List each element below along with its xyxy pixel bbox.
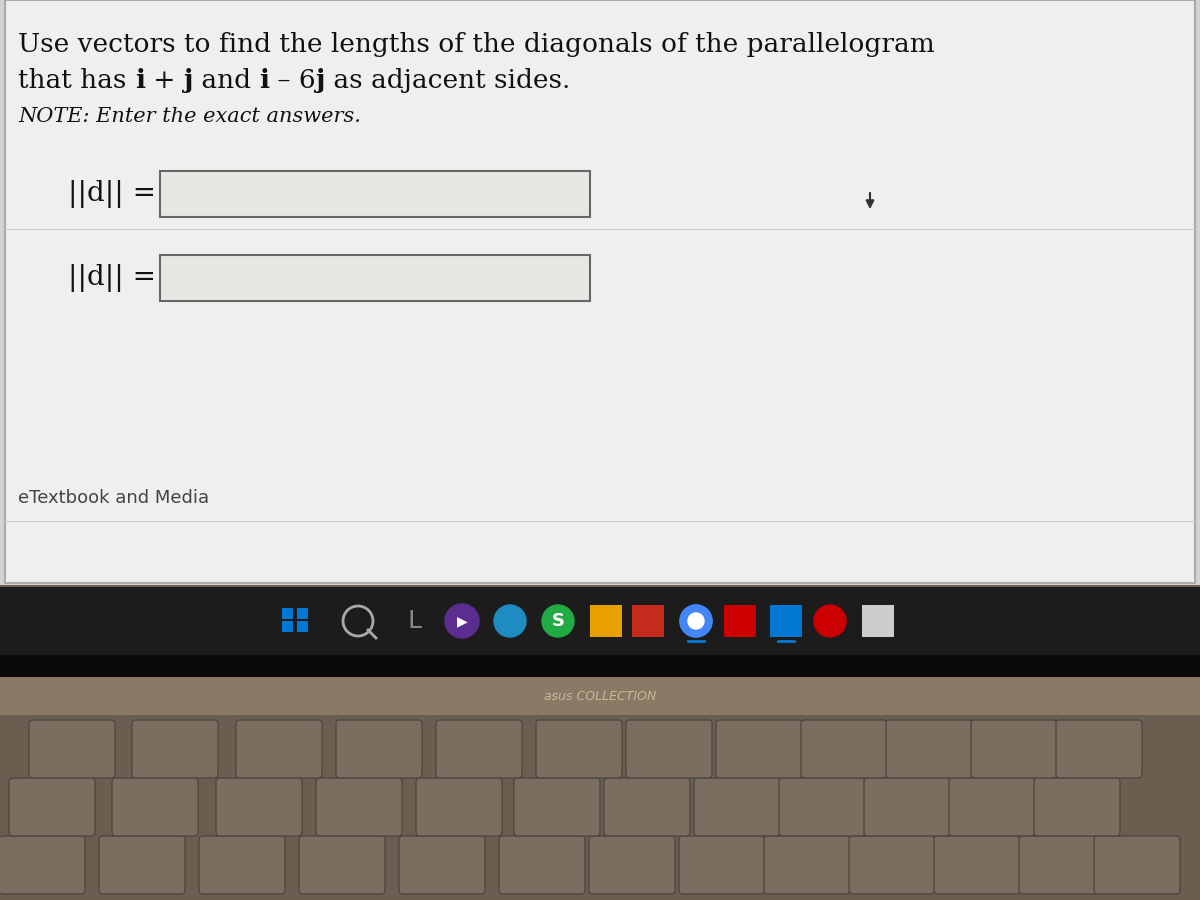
FancyBboxPatch shape bbox=[1056, 720, 1142, 778]
Circle shape bbox=[445, 604, 479, 638]
Circle shape bbox=[688, 613, 704, 629]
Bar bbox=[0, 0, 1200, 585]
Text: Use vectors to find the lengths of the diagonals of the parallelogram: Use vectors to find the lengths of the d… bbox=[18, 32, 935, 57]
Text: j: j bbox=[316, 68, 325, 93]
FancyBboxPatch shape bbox=[589, 836, 674, 894]
FancyBboxPatch shape bbox=[236, 720, 322, 778]
FancyBboxPatch shape bbox=[199, 836, 286, 894]
Text: NOTE: Enter the exact answers.: NOTE: Enter the exact answers. bbox=[18, 107, 361, 126]
Circle shape bbox=[814, 605, 846, 637]
Bar bbox=[282, 621, 293, 632]
Circle shape bbox=[680, 605, 712, 637]
Bar bbox=[0, 715, 1200, 900]
Text: i: i bbox=[134, 68, 145, 93]
FancyBboxPatch shape bbox=[299, 836, 385, 894]
FancyBboxPatch shape bbox=[626, 720, 712, 778]
Circle shape bbox=[494, 605, 526, 637]
FancyBboxPatch shape bbox=[29, 720, 115, 778]
Bar bbox=[160, 171, 590, 217]
Text: asus COLLECTION: asus COLLECTION bbox=[544, 689, 656, 703]
Text: ||d|| =: ||d|| = bbox=[68, 264, 156, 292]
Bar bbox=[590, 605, 622, 637]
Bar bbox=[298, 608, 308, 619]
FancyBboxPatch shape bbox=[10, 778, 95, 836]
FancyBboxPatch shape bbox=[132, 720, 218, 778]
FancyBboxPatch shape bbox=[694, 778, 780, 836]
Text: j: j bbox=[184, 68, 193, 93]
FancyBboxPatch shape bbox=[1094, 836, 1180, 894]
FancyBboxPatch shape bbox=[98, 836, 185, 894]
Text: ||d|| =: ||d|| = bbox=[68, 180, 156, 208]
FancyBboxPatch shape bbox=[316, 778, 402, 836]
Bar bbox=[298, 621, 308, 632]
Text: – 6: – 6 bbox=[269, 68, 316, 93]
FancyBboxPatch shape bbox=[416, 778, 502, 836]
FancyBboxPatch shape bbox=[398, 836, 485, 894]
Text: that has: that has bbox=[18, 68, 134, 93]
FancyBboxPatch shape bbox=[604, 778, 690, 836]
Circle shape bbox=[680, 605, 712, 637]
FancyBboxPatch shape bbox=[802, 720, 887, 778]
Text: as adjacent sides.: as adjacent sides. bbox=[325, 68, 571, 93]
FancyBboxPatch shape bbox=[764, 836, 850, 894]
FancyBboxPatch shape bbox=[536, 720, 622, 778]
Bar bbox=[5, 229, 1195, 230]
FancyBboxPatch shape bbox=[514, 778, 600, 836]
Bar bbox=[0, 677, 1200, 715]
FancyBboxPatch shape bbox=[436, 720, 522, 778]
FancyBboxPatch shape bbox=[934, 836, 1020, 894]
Text: L: L bbox=[408, 609, 422, 633]
Bar bbox=[724, 605, 756, 637]
Bar bbox=[282, 608, 293, 619]
FancyBboxPatch shape bbox=[216, 778, 302, 836]
FancyBboxPatch shape bbox=[886, 720, 972, 778]
Bar bbox=[632, 605, 664, 637]
FancyBboxPatch shape bbox=[716, 720, 802, 778]
Text: +: + bbox=[145, 68, 184, 93]
FancyBboxPatch shape bbox=[1034, 778, 1120, 836]
FancyBboxPatch shape bbox=[971, 720, 1057, 778]
Bar bbox=[770, 605, 802, 637]
Bar bbox=[5, 521, 1195, 522]
FancyBboxPatch shape bbox=[779, 778, 865, 836]
Bar bbox=[160, 255, 590, 301]
FancyBboxPatch shape bbox=[336, 720, 422, 778]
FancyBboxPatch shape bbox=[949, 778, 1034, 836]
FancyBboxPatch shape bbox=[679, 836, 766, 894]
FancyBboxPatch shape bbox=[0, 836, 85, 894]
Text: eTextbook and Media: eTextbook and Media bbox=[18, 489, 209, 507]
Bar bbox=[862, 605, 894, 637]
Text: ▶: ▶ bbox=[457, 614, 467, 628]
FancyBboxPatch shape bbox=[864, 778, 950, 836]
FancyBboxPatch shape bbox=[850, 836, 935, 894]
FancyBboxPatch shape bbox=[1019, 836, 1105, 894]
FancyBboxPatch shape bbox=[112, 778, 198, 836]
Text: S: S bbox=[552, 612, 564, 630]
Text: and: and bbox=[193, 68, 259, 93]
Bar bbox=[0, 587, 1200, 655]
Text: i: i bbox=[259, 68, 269, 93]
Bar bbox=[5, 0, 1195, 583]
FancyBboxPatch shape bbox=[499, 836, 586, 894]
Circle shape bbox=[542, 605, 574, 637]
Bar bbox=[0, 655, 1200, 677]
